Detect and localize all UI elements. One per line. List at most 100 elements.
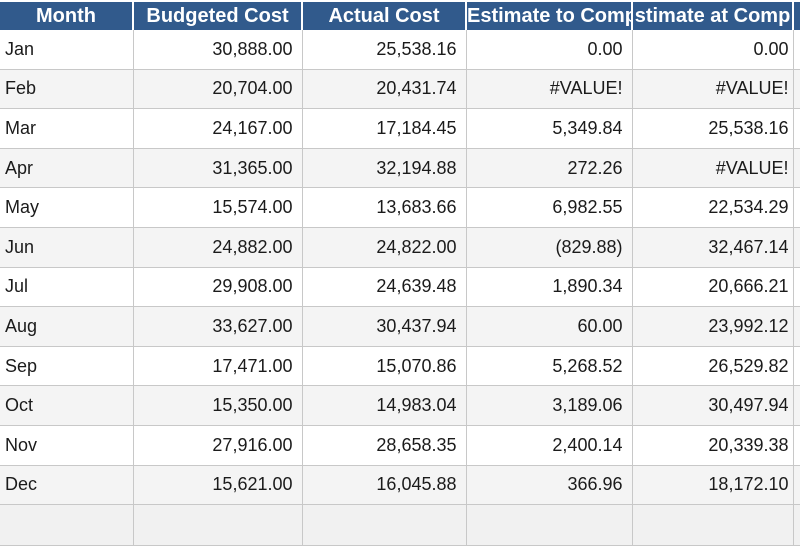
partial-row-cell — [466, 504, 633, 546]
estimate-at-completion-cell[interactable]: 25,538.16 — [632, 108, 794, 149]
partial-row-cell — [133, 504, 303, 546]
clipped-cell — [793, 187, 800, 228]
estimate-at-completion-cell[interactable]: 20,666.21 — [632, 267, 794, 308]
month-cell[interactable]: Nov — [0, 425, 134, 466]
estimate-to-complete-cell[interactable]: 3,189.06 — [466, 385, 633, 426]
estimate-to-complete-cell[interactable]: 5,268.52 — [466, 346, 633, 387]
clipped-cell — [793, 306, 800, 347]
actual-cost-cell[interactable]: 15,070.86 — [302, 346, 467, 387]
column-header-clipped — [792, 2, 800, 30]
actual-cost-cell[interactable]: 17,184.45 — [302, 108, 467, 149]
estimate-at-completion-cell[interactable]: 23,992.12 — [632, 306, 794, 347]
estimate-to-complete-cell[interactable]: #VALUE! — [466, 69, 633, 110]
month-cell[interactable]: Oct — [0, 385, 134, 426]
month-cell[interactable]: Dec — [0, 465, 134, 506]
estimate-to-complete-cell[interactable]: 6,982.55 — [466, 187, 633, 228]
partial-row-cell — [632, 504, 794, 546]
actual-cost-cell[interactable]: 14,983.04 — [302, 385, 467, 426]
budgeted-cost-cell[interactable]: 27,916.00 — [133, 425, 303, 466]
estimate-to-complete-cell[interactable]: 60.00 — [466, 306, 633, 347]
table-row: Aug 33,627.00 30,437.94 60.00 23,992.12 — [0, 306, 800, 347]
partial-row-cell — [0, 504, 134, 546]
clipped-cell — [793, 465, 800, 506]
month-cell[interactable]: Aug — [0, 306, 134, 347]
month-cell[interactable]: Sep — [0, 346, 134, 387]
clipped-cell — [793, 425, 800, 466]
budgeted-cost-cell[interactable]: 24,167.00 — [133, 108, 303, 149]
column-header-estimate-at-completion[interactable]: stimate at Comp — [631, 2, 793, 30]
month-cell[interactable]: May — [0, 187, 134, 228]
table-row: Jun 24,882.00 24,822.00 (829.88) 32,467.14 — [0, 227, 800, 268]
column-header-estimate-to-complete[interactable]: Estimate to Comp — [465, 2, 632, 30]
month-cell[interactable]: Jun — [0, 227, 134, 268]
table-row: Feb 20,704.00 20,431.74 #VALUE! #VALUE! — [0, 69, 800, 110]
table-row: Mar 24,167.00 17,184.45 5,349.84 25,538.16 — [0, 108, 800, 149]
column-header-budgeted-cost[interactable]: Budgeted Cost — [132, 2, 302, 30]
estimate-at-completion-cell[interactable]: 22,534.29 — [632, 187, 794, 228]
budgeted-cost-cell[interactable]: 15,350.00 — [133, 385, 303, 426]
month-cell[interactable]: Jan — [0, 30, 134, 70]
estimate-to-complete-cell[interactable]: 272.26 — [466, 148, 633, 189]
budgeted-cost-cell[interactable]: 17,471.00 — [133, 346, 303, 387]
table-body: Jan 30,888.00 25,538.16 0.00 0.00 Feb 20,704.0… — [0, 30, 800, 546]
actual-cost-cell[interactable]: 28,658.35 — [302, 425, 467, 466]
estimate-at-completion-cell[interactable]: #VALUE! — [632, 148, 794, 189]
table-row: Dec 15,621.00 16,045.88 366.96 18,172.10 — [0, 465, 800, 506]
month-cell[interactable]: Mar — [0, 108, 134, 149]
estimate-to-complete-cell[interactable]: 2,400.14 — [466, 425, 633, 466]
budgeted-cost-cell[interactable]: 15,621.00 — [133, 465, 303, 506]
estimate-at-completion-cell[interactable]: 18,172.10 — [632, 465, 794, 506]
column-header-month[interactable]: Month — [0, 2, 133, 30]
budgeted-cost-cell[interactable]: 30,888.00 — [133, 30, 303, 70]
estimate-to-complete-cell[interactable]: 366.96 — [466, 465, 633, 506]
budgeted-cost-cell[interactable]: 20,704.00 — [133, 69, 303, 110]
actual-cost-cell[interactable]: 25,538.16 — [302, 30, 467, 70]
clipped-cell — [793, 30, 800, 70]
partial-row — [0, 504, 800, 546]
table-header-row: Month Budgeted Cost Actual Cost Estimate… — [0, 2, 800, 30]
estimate-to-complete-cell[interactable]: 1,890.34 — [466, 267, 633, 308]
budgeted-cost-cell[interactable]: 15,574.00 — [133, 187, 303, 228]
clipped-cell — [793, 267, 800, 308]
estimate-to-complete-cell[interactable]: 5,349.84 — [466, 108, 633, 149]
table-row: Oct 15,350.00 14,983.04 3,189.06 30,497.94 — [0, 385, 800, 426]
estimate-at-completion-cell[interactable]: 20,339.38 — [632, 425, 794, 466]
clipped-cell — [793, 108, 800, 149]
actual-cost-cell[interactable]: 20,431.74 — [302, 69, 467, 110]
actual-cost-cell[interactable]: 30,437.94 — [302, 306, 467, 347]
estimate-at-completion-cell[interactable]: 32,467.14 — [632, 227, 794, 268]
estimate-to-complete-cell[interactable]: (829.88) — [466, 227, 633, 268]
table-row: Apr 31,365.00 32,194.88 272.26 #VALUE! — [0, 148, 800, 189]
clipped-cell — [793, 385, 800, 426]
budgeted-cost-cell[interactable]: 31,365.00 — [133, 148, 303, 189]
month-cell[interactable]: Apr — [0, 148, 134, 189]
table-row: Nov 27,916.00 28,658.35 2,400.14 20,339.38 — [0, 425, 800, 466]
clipped-cell — [793, 227, 800, 268]
estimate-at-completion-cell[interactable]: 30,497.94 — [632, 385, 794, 426]
actual-cost-cell[interactable]: 32,194.88 — [302, 148, 467, 189]
estimate-at-completion-cell[interactable]: #VALUE! — [632, 69, 794, 110]
partial-row-cell — [793, 504, 800, 546]
estimate-at-completion-cell[interactable]: 26,529.82 — [632, 346, 794, 387]
actual-cost-cell[interactable]: 16,045.88 — [302, 465, 467, 506]
budgeted-cost-cell[interactable]: 33,627.00 — [133, 306, 303, 347]
clipped-cell — [793, 346, 800, 387]
table-row: May 15,574.00 13,683.66 6,982.55 22,534.29 — [0, 187, 800, 228]
budgeted-cost-cell[interactable]: 24,882.00 — [133, 227, 303, 268]
column-header-actual-cost[interactable]: Actual Cost — [301, 2, 466, 30]
actual-cost-cell[interactable]: 24,822.00 — [302, 227, 467, 268]
table-row: Jul 29,908.00 24,639.48 1,890.34 20,666.21 — [0, 267, 800, 308]
clipped-cell — [793, 69, 800, 110]
actual-cost-cell[interactable]: 24,639.48 — [302, 267, 467, 308]
estimate-to-complete-cell[interactable]: 0.00 — [466, 30, 633, 70]
table-row: Sep 17,471.00 15,070.86 5,268.52 26,529.82 — [0, 346, 800, 387]
budgeted-cost-cell[interactable]: 29,908.00 — [133, 267, 303, 308]
table-row: Jan 30,888.00 25,538.16 0.00 0.00 — [0, 30, 800, 70]
actual-cost-cell[interactable]: 13,683.66 — [302, 187, 467, 228]
month-cell[interactable]: Jul — [0, 267, 134, 308]
estimate-at-completion-cell[interactable]: 0.00 — [632, 30, 794, 70]
month-cell[interactable]: Feb — [0, 69, 134, 110]
clipped-cell — [793, 148, 800, 189]
partial-row-cell — [302, 504, 467, 546]
